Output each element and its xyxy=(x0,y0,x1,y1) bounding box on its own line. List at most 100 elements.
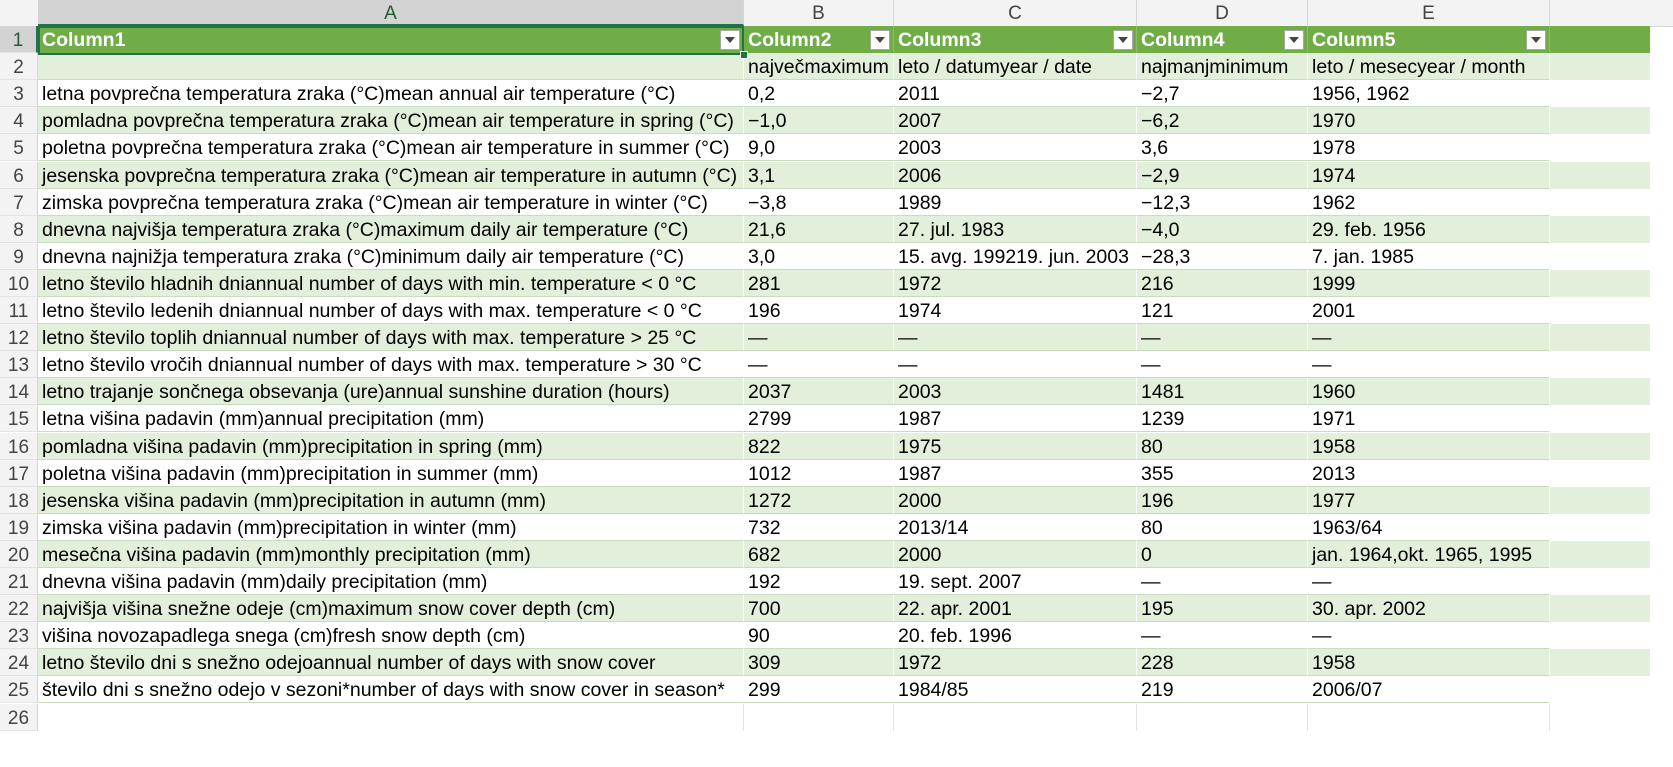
row-number[interactable]: 2 xyxy=(0,53,38,81)
table-cell[interactable]: 196 xyxy=(744,297,894,325)
table-cell[interactable]: letno trajanje sončnega obsevanja (ure)a… xyxy=(38,378,744,406)
filter-dropdown-icon[interactable] xyxy=(870,30,890,50)
table-cell[interactable]: 216 xyxy=(1137,269,1308,297)
table-cell[interactable]: 0 xyxy=(1137,540,1308,568)
table-cell[interactable]: Column5 xyxy=(1308,26,1550,54)
table-cell[interactable]: −6,2 xyxy=(1137,107,1308,135)
row-number[interactable]: 26 xyxy=(0,703,38,731)
table-cell[interactable]: 121 xyxy=(1137,297,1308,325)
table-cell[interactable]: 2000 xyxy=(894,540,1137,568)
row-number[interactable]: 23 xyxy=(0,622,38,650)
row-number[interactable]: 25 xyxy=(0,676,38,704)
table-cell[interactable]: −3,8 xyxy=(744,188,894,216)
table-cell[interactable]: 195 xyxy=(1137,595,1308,623)
table-cell[interactable]: — xyxy=(1308,324,1550,352)
table-cell[interactable]: 2799 xyxy=(744,405,894,433)
row-number[interactable]: 15 xyxy=(0,405,38,433)
table-cell[interactable]: Column4 xyxy=(1137,26,1308,54)
row-number[interactable]: 17 xyxy=(0,459,38,487)
column-header-a[interactable]: A xyxy=(38,0,744,26)
table-cell[interactable]: 1958 xyxy=(1308,432,1550,460)
table-cell[interactable]: pomladna višina padavin (mm)precipitatio… xyxy=(38,432,744,460)
table-cell[interactable]: — xyxy=(894,324,1137,352)
row-number[interactable]: 6 xyxy=(0,161,38,189)
table-cell[interactable]: 19. sept. 2007 xyxy=(894,568,1137,596)
table-cell[interactable]: 1239 xyxy=(1137,405,1308,433)
table-cell[interactable]: 9,0 xyxy=(744,134,894,162)
table-cell[interactable]: 1999 xyxy=(1308,269,1550,297)
table-cell[interactable]: letno število toplih dniannual number of… xyxy=(38,324,744,352)
table-cell[interactable]: 2007 xyxy=(894,107,1137,135)
table-cell[interactable]: 1971 xyxy=(1308,405,1550,433)
table-cell[interactable]: 3,0 xyxy=(744,242,894,270)
table-cell[interactable]: jan. 1964,okt. 1965, 1995 xyxy=(1308,540,1550,568)
table-cell[interactable]: −1,0 xyxy=(744,107,894,135)
table-cell[interactable]: 1974 xyxy=(1308,161,1550,189)
table-cell[interactable]: 2001 xyxy=(1308,297,1550,325)
table-cell[interactable]: 1977 xyxy=(1308,486,1550,514)
table-cell[interactable]: leto / datumyear / date xyxy=(894,53,1137,81)
table-cell[interactable]: letna povprečna temperatura zraka (°C)me… xyxy=(38,80,744,108)
table-cell[interactable]: 2003 xyxy=(894,134,1137,162)
table-cell[interactable]: 7. jan. 1985 xyxy=(1308,242,1550,270)
table-cell[interactable]: 80 xyxy=(1137,432,1308,460)
filter-dropdown-icon[interactable] xyxy=(1526,30,1546,50)
table-cell[interactable]: 22. apr. 2001 xyxy=(894,595,1137,623)
table-cell[interactable]: 2013/14 xyxy=(894,513,1137,541)
table-cell[interactable]: 1972 xyxy=(894,269,1137,297)
table-cell[interactable]: 29. feb. 1956 xyxy=(1308,215,1550,243)
table-cell[interactable]: 299 xyxy=(744,676,894,704)
row-number[interactable]: 7 xyxy=(0,188,38,216)
table-cell[interactable]: 1972 xyxy=(894,649,1137,677)
table-cell[interactable]: 1962 xyxy=(1308,188,1550,216)
table-cell[interactable]: jesenska povprečna temperatura zraka (°C… xyxy=(38,161,744,189)
row-number[interactable]: 16 xyxy=(0,432,38,460)
table-cell[interactable]: 1012 xyxy=(744,459,894,487)
table-cell[interactable]: Column3 xyxy=(894,26,1137,54)
table-cell[interactable]: 2000 xyxy=(894,486,1137,514)
table-cell[interactable]: 1978 xyxy=(1308,134,1550,162)
table-cell[interactable]: 1963/64 xyxy=(1308,513,1550,541)
row-number[interactable]: 12 xyxy=(0,324,38,352)
table-cell[interactable]: 2037 xyxy=(744,378,894,406)
table-cell[interactable]: 2006/07 xyxy=(1308,676,1550,704)
column-header-c[interactable]: C xyxy=(894,0,1137,26)
table-cell[interactable]: 700 xyxy=(744,595,894,623)
table-cell[interactable]: 228 xyxy=(1137,649,1308,677)
table-cell[interactable]: 1956, 1962 xyxy=(1308,80,1550,108)
table-cell[interactable]: −2,7 xyxy=(1137,80,1308,108)
row-number[interactable]: 21 xyxy=(0,568,38,596)
table-cell[interactable]: 1960 xyxy=(1308,378,1550,406)
row-number[interactable]: 14 xyxy=(0,378,38,406)
table-cell[interactable]: Column2 xyxy=(744,26,894,54)
table-cell[interactable] xyxy=(744,703,894,731)
table-cell[interactable]: 355 xyxy=(1137,459,1308,487)
row-number[interactable]: 20 xyxy=(0,540,38,568)
table-cell[interactable]: 822 xyxy=(744,432,894,460)
table-cell[interactable]: −4,0 xyxy=(1137,215,1308,243)
filter-dropdown-icon[interactable] xyxy=(1284,30,1304,50)
row-number[interactable]: 3 xyxy=(0,80,38,108)
row-number[interactable]: 9 xyxy=(0,242,38,270)
table-cell[interactable]: dnevna najnižja temperatura zraka (°C)mi… xyxy=(38,242,744,270)
table-cell[interactable]: 1272 xyxy=(744,486,894,514)
row-number[interactable]: 10 xyxy=(0,269,38,297)
table-cell[interactable]: −12,3 xyxy=(1137,188,1308,216)
table-cell[interactable] xyxy=(1308,703,1550,731)
table-cell[interactable]: — xyxy=(894,351,1137,379)
table-cell[interactable]: −2,9 xyxy=(1137,161,1308,189)
table-cell[interactable]: — xyxy=(1308,351,1550,379)
table-cell[interactable]: zimska višina padavin (mm)precipitation … xyxy=(38,513,744,541)
table-cell[interactable]: 3,1 xyxy=(744,161,894,189)
table-cell[interactable]: — xyxy=(1308,622,1550,650)
table-cell[interactable]: zimska povprečna temperatura zraka (°C)m… xyxy=(38,188,744,216)
table-cell[interactable]: 1974 xyxy=(894,297,1137,325)
column-header-d[interactable]: D xyxy=(1137,0,1308,26)
row-number[interactable]: 8 xyxy=(0,215,38,243)
table-cell[interactable]: — xyxy=(1137,622,1308,650)
table-cell[interactable]: 1987 xyxy=(894,459,1137,487)
table-cell[interactable]: 2011 xyxy=(894,80,1137,108)
filter-dropdown-icon[interactable] xyxy=(1113,30,1133,50)
table-cell[interactable]: 2013 xyxy=(1308,459,1550,487)
table-cell[interactable]: dnevna višina padavin (mm)daily precipit… xyxy=(38,568,744,596)
